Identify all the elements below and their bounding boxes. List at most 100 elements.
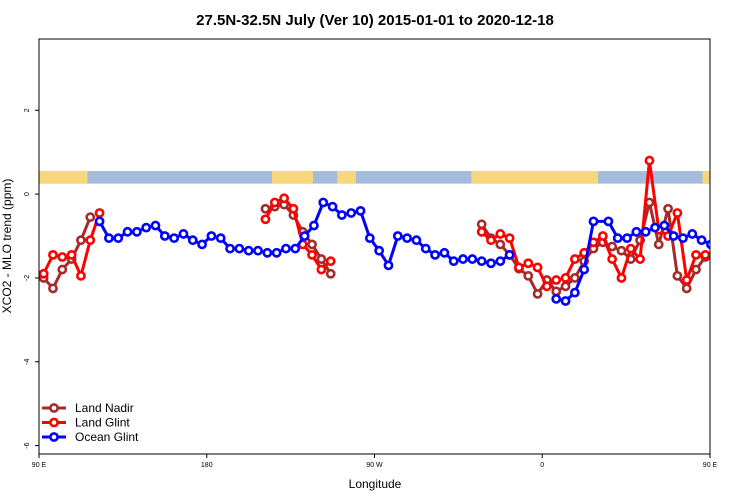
data-point bbox=[622, 233, 632, 244]
data-point bbox=[392, 231, 403, 241]
y-tick-label: -4 bbox=[24, 359, 31, 365]
data-point bbox=[318, 197, 329, 208]
land-band-segment bbox=[39, 171, 88, 184]
data-point bbox=[720, 272, 727, 279]
data-point bbox=[603, 216, 614, 227]
data-point bbox=[696, 235, 707, 246]
data-point bbox=[739, 209, 746, 216]
data-point bbox=[486, 258, 496, 269]
data-point bbox=[730, 214, 737, 221]
legend-label: Ocean Glint bbox=[75, 430, 139, 444]
data-point bbox=[514, 262, 524, 273]
data-point bbox=[476, 226, 487, 237]
legend-marker bbox=[49, 403, 59, 413]
land-band-segment bbox=[271, 171, 313, 184]
x-axis-label: Longitude bbox=[349, 477, 402, 491]
data-point bbox=[616, 273, 627, 283]
data-point bbox=[374, 245, 385, 256]
data-point bbox=[48, 283, 58, 294]
data-point bbox=[336, 210, 347, 220]
data-point bbox=[76, 235, 86, 246]
data-point bbox=[383, 260, 394, 271]
data-point bbox=[495, 239, 506, 250]
data-point bbox=[569, 254, 580, 264]
data-point bbox=[687, 229, 698, 239]
legend-marker bbox=[49, 432, 59, 442]
data-point bbox=[225, 243, 235, 254]
series-layer bbox=[39, 155, 746, 306]
legend-marker bbox=[49, 417, 59, 428]
y-tick-label: -6 bbox=[24, 442, 31, 448]
data-point bbox=[504, 233, 515, 244]
data-point bbox=[458, 254, 468, 264]
data-point bbox=[709, 251, 710, 255]
data-point bbox=[635, 254, 646, 264]
y-tick-label: -2 bbox=[24, 275, 31, 281]
x-tick-label: 90 E bbox=[32, 462, 47, 469]
y-tick-label: 0 bbox=[24, 192, 31, 196]
x-tick-label: 90 E bbox=[703, 462, 718, 469]
ocean-band bbox=[39, 171, 710, 184]
x-tick-label: 180 bbox=[201, 462, 213, 469]
data-point bbox=[57, 264, 68, 275]
data-point bbox=[616, 245, 627, 256]
data-point bbox=[325, 256, 336, 267]
data-point bbox=[709, 251, 710, 255]
data-point bbox=[588, 216, 599, 227]
data-point bbox=[668, 231, 679, 241]
data-point bbox=[681, 283, 692, 294]
data-point bbox=[551, 286, 562, 297]
data-point bbox=[551, 293, 562, 304]
data-point bbox=[271, 247, 282, 258]
data-point bbox=[260, 203, 271, 214]
data-point bbox=[243, 245, 254, 256]
data-point bbox=[309, 220, 319, 231]
data-point bbox=[681, 275, 692, 285]
data-point bbox=[150, 220, 161, 231]
data-point bbox=[644, 155, 655, 166]
data-point bbox=[597, 231, 608, 241]
data-point bbox=[281, 243, 291, 254]
data-point bbox=[504, 249, 515, 260]
data-point bbox=[411, 235, 422, 246]
data-point bbox=[85, 212, 96, 223]
data-point bbox=[290, 243, 301, 254]
data-point bbox=[730, 237, 737, 244]
data-point bbox=[269, 197, 280, 208]
data-point bbox=[262, 247, 273, 258]
x-tick-label: 90 W bbox=[366, 462, 383, 469]
data-point bbox=[402, 233, 413, 244]
data-point bbox=[279, 193, 290, 204]
data-point bbox=[430, 249, 440, 260]
data-point bbox=[197, 239, 207, 250]
data-point bbox=[122, 226, 133, 237]
data-point bbox=[560, 296, 571, 306]
data-point bbox=[307, 239, 317, 250]
legend-item: Ocean Glint bbox=[42, 430, 139, 444]
data-point bbox=[57, 252, 68, 262]
data-point bbox=[94, 216, 105, 227]
data-point bbox=[234, 243, 245, 254]
data-point bbox=[700, 249, 710, 260]
data-point bbox=[607, 254, 618, 264]
data-point bbox=[66, 249, 77, 260]
data-point bbox=[691, 264, 701, 275]
data-point bbox=[113, 233, 124, 244]
data-point bbox=[495, 256, 506, 267]
data-point bbox=[476, 219, 487, 230]
series-land-glint bbox=[39, 155, 746, 292]
data-point bbox=[141, 222, 152, 233]
chart-title: 27.5N-32.5N July (Ver 10) 2015-01-01 to … bbox=[196, 12, 554, 29]
legend-item: Land Nadir bbox=[42, 401, 134, 415]
data-point bbox=[691, 249, 701, 260]
land-band-segment bbox=[337, 171, 356, 184]
data-point bbox=[560, 273, 571, 283]
data-point bbox=[76, 270, 86, 281]
data-point bbox=[448, 256, 459, 267]
data-point bbox=[476, 256, 487, 267]
legend-item: Land Glint bbox=[42, 416, 130, 430]
data-point bbox=[625, 243, 636, 254]
data-point bbox=[486, 235, 496, 246]
data-point bbox=[327, 201, 338, 212]
